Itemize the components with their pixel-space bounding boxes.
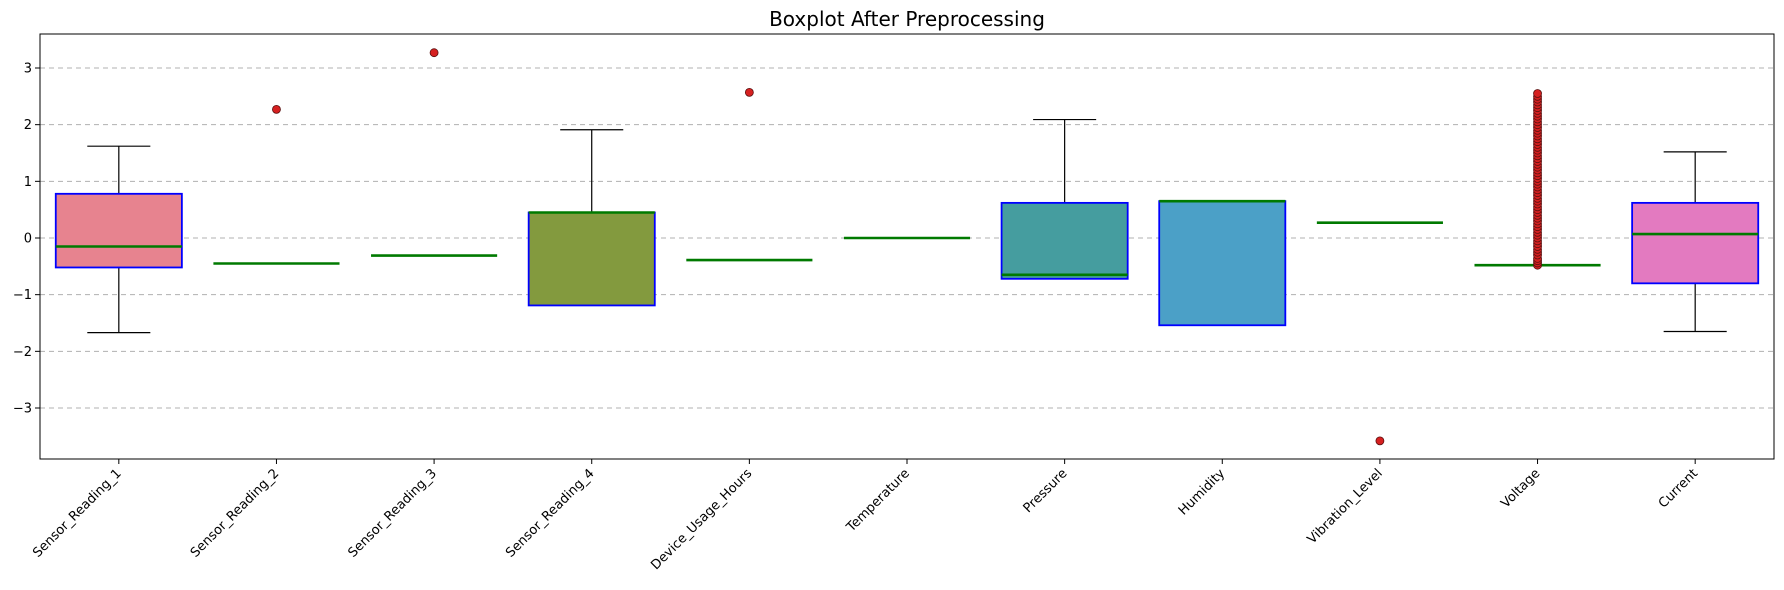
box-pressure <box>1000 118 1129 280</box>
x-tick-label: Device_Usage_Hours <box>648 466 755 573</box>
x-tick-label: Sensor_Reading_4 <box>503 466 597 560</box>
box-sensor-reading-1 <box>54 145 183 334</box>
y-tick-label: −1 <box>13 288 32 303</box>
y-tick-label: 2 <box>24 118 32 133</box>
box-device-usage-hours <box>686 87 813 262</box>
x-tick-label: Sensor_Reading_1 <box>30 466 124 560</box>
box-body <box>1000 201 1129 280</box>
box-sensor-reading-4 <box>527 129 656 307</box>
outlier-point <box>272 104 281 114</box>
x-tick-label: Humidity <box>1176 466 1229 519</box>
y-tick-label: −2 <box>13 345 32 360</box>
box-sensor-reading-3 <box>371 48 498 257</box>
box-sensor-reading-2 <box>213 104 340 265</box>
box-humidity <box>1158 199 1287 327</box>
x-tick-label: Sensor_Reading_3 <box>345 466 439 560</box>
y-tick-label: 1 <box>24 175 32 190</box>
y-tick-label: −3 <box>13 402 32 417</box>
x-tick-label: Vibration_Level <box>1305 466 1386 547</box>
box-current <box>1631 151 1760 333</box>
x-tick-label: Sensor_Reading_2 <box>188 466 282 560</box>
box-voltage <box>1474 89 1601 270</box>
outlier-point <box>744 87 754 97</box>
chart-title: Boxplot After Preprocessing <box>769 7 1045 31</box>
x-tick-label: Temperature <box>843 466 913 536</box>
outlier-point <box>1533 89 1542 98</box>
box-body <box>54 192 183 269</box>
plot-frame <box>39 33 1775 460</box>
outlier-point <box>1375 436 1385 446</box>
box-body <box>1158 200 1287 327</box>
y-axis: 3 2 1 0 −1 −2 −3 <box>13 62 40 417</box>
box-body <box>1631 201 1760 285</box>
outlier-point <box>429 48 439 58</box>
box-body <box>527 211 656 307</box>
box-group <box>54 48 1760 446</box>
x-tick-label: Current <box>1656 466 1701 511</box>
y-tick-label: 3 <box>24 62 32 77</box>
x-tick-label: Voltage <box>1498 466 1543 511</box>
y-tick-label: 0 <box>24 232 32 247</box>
x-axis: Sensor_Reading_1 Sensor_Reading_2 Sensor_R… <box>30 459 1701 573</box>
x-tick-label: Pressure <box>1021 466 1071 516</box>
box-vibration-level <box>1316 221 1443 446</box>
